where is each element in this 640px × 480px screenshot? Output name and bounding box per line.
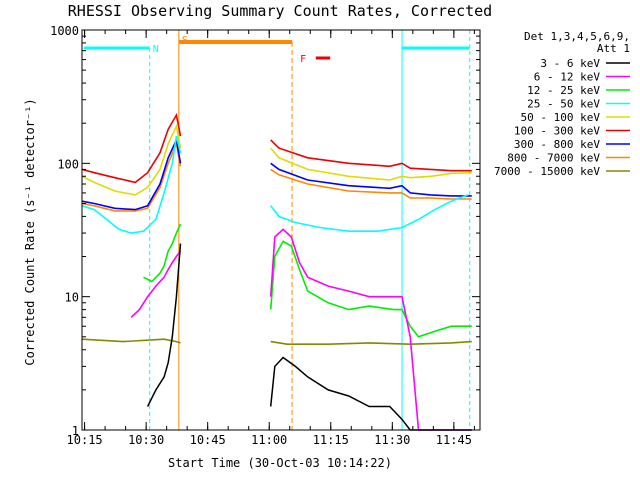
series-line-7000-15000keV: [81, 338, 472, 346]
legend-entry-label: 800 - 7000 keV: [507, 152, 600, 165]
night-label: N: [153, 44, 159, 55]
x-tick-label: 10:15: [67, 433, 103, 447]
flare-label: F: [300, 54, 306, 65]
y-tick-label: 10: [65, 291, 79, 305]
series-line-25-50keV: [81, 135, 468, 234]
y-axis-label: Corrected Count Rate (s⁻¹ detector⁻¹): [23, 98, 37, 365]
legend-header: Att 1: [597, 42, 630, 55]
y-tick-label: 100: [57, 157, 79, 171]
x-tick-label: 11:00: [251, 433, 287, 447]
series-line-100-300keV: [81, 112, 472, 184]
legend-entry-label: 12 - 25 keV: [527, 84, 600, 97]
legend-entry-label: 100 - 300 keV: [514, 125, 600, 138]
axis-ticks: 10:15 10:30 10:45 11:00 11:15 11:30 11:45 1 10 10…: [50, 24, 480, 447]
legend-entry-label: 3 - 6 keV: [540, 57, 600, 70]
legend-entry-label: 6 - 12 keV: [534, 71, 601, 84]
series-line-12-25keV: [143, 223, 472, 338]
saa-label: S: [182, 35, 188, 46]
chart-title: RHESSI Observing Summary Count Rates, Co…: [68, 2, 492, 20]
legend-header: Det 1,3,4,5,6,9,: [524, 30, 630, 43]
x-tick-label: 10:45: [190, 433, 226, 447]
legend-entry-label: 300 - 800 keV: [514, 138, 600, 151]
x-tick-label: 11:15: [313, 433, 349, 447]
series-line-50-100keV: [81, 123, 472, 196]
x-tick-label: 11:30: [374, 433, 410, 447]
plot-area: N S F: [81, 30, 472, 431]
plot-frame: [81, 29, 481, 431]
x-axis-label: Start Time (30-Oct-03 10:14:22): [168, 456, 392, 470]
x-tick-label: 11:45: [436, 433, 472, 447]
legend-entry-label: 50 - 100 keV: [521, 111, 601, 124]
series-line-6-12keV: [130, 228, 472, 431]
series-line-300-800keV: [81, 137, 472, 211]
y-tick-label: 1000: [50, 24, 79, 38]
series-line-3-6keV: [146, 243, 472, 431]
legend-entry-label: 7000 - 15000 keV: [494, 165, 600, 178]
y-tick-label: 1: [72, 424, 79, 438]
legend-entry-label: 25 - 50 keV: [527, 98, 600, 111]
x-tick-label: 10:30: [128, 433, 164, 447]
